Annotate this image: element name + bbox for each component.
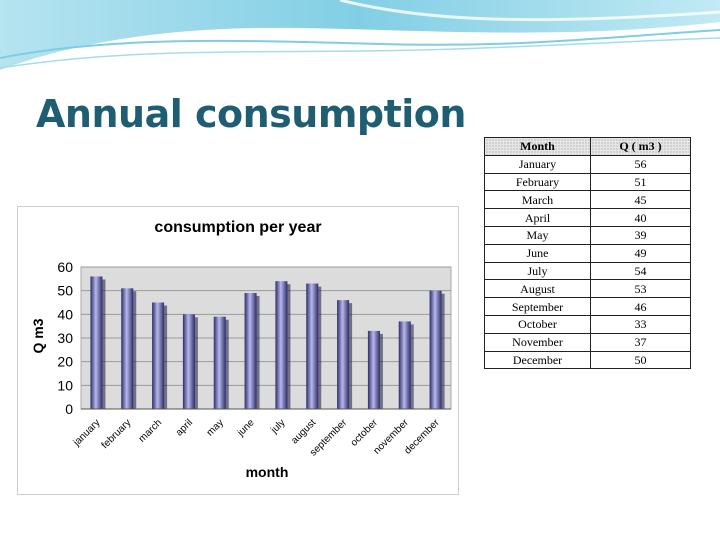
- bar-chart: consumption per year Q m3 month 0 10 20 30 4…: [17, 206, 459, 495]
- quantity-cell: 33: [590, 314, 691, 334]
- y-axis-label: Q m3: [30, 318, 46, 353]
- chart-canvas: consumption per year Q m3 month 0 10 20 30 4…: [30, 219, 452, 480]
- y-tick-label: 60: [57, 259, 73, 275]
- slide-title: Annual consumption: [36, 92, 466, 136]
- quantity-cell: 46: [590, 297, 691, 316]
- table-header-row: Month Q ( m3 ): [484, 137, 691, 156]
- bar-may: [213, 316, 226, 409]
- header-quantity: Q ( m3 ): [590, 137, 691, 156]
- quantity-cell: 40: [590, 208, 691, 227]
- month-cell: November: [484, 332, 591, 352]
- month-cell: May: [484, 225, 591, 245]
- quantity-cell: 45: [590, 190, 691, 210]
- month-cell: December: [484, 350, 591, 370]
- header-month: Month: [484, 137, 591, 156]
- table-row: January 56: [484, 154, 691, 174]
- quantity-cell: 39: [590, 225, 691, 245]
- month-cell: March: [484, 190, 591, 210]
- x-tick-label: march: [137, 417, 164, 444]
- bar-august: [306, 283, 319, 409]
- x-tick-label: july: [268, 417, 287, 436]
- x-axis-label: month: [246, 464, 289, 480]
- month-cell: June: [484, 243, 591, 263]
- table-row: March 45: [484, 190, 691, 210]
- quantity-cell: 56: [590, 154, 691, 174]
- y-tick-label: 20: [57, 354, 73, 370]
- bar-march: [152, 302, 165, 409]
- y-tick-label: 0: [65, 401, 73, 417]
- table-row: June 49: [484, 243, 691, 263]
- month-cell: August: [484, 279, 591, 299]
- table-row: October 33: [484, 314, 691, 334]
- y-tick-label: 10: [57, 377, 73, 393]
- table-row: November 37: [484, 332, 691, 352]
- chart-title: consumption per year: [154, 219, 321, 236]
- table-row: December 50: [484, 350, 691, 370]
- bar-february: [121, 288, 134, 409]
- bar-april: [182, 314, 195, 409]
- y-tick-label: 50: [57, 283, 73, 299]
- table-row: August 53: [484, 279, 691, 299]
- table-row: April 40: [484, 208, 691, 227]
- bar-october: [367, 330, 380, 409]
- month-cell: July: [484, 261, 591, 281]
- quantity-cell: 53: [590, 279, 691, 299]
- table-row: May 39: [484, 225, 691, 245]
- consumption-table: Month Q ( m3 ) January 56 February 51 March 4…: [484, 137, 691, 370]
- x-tick-label: january: [71, 417, 103, 449]
- bar-june: [244, 293, 257, 409]
- x-tick-label: june: [235, 417, 257, 439]
- month-cell: February: [484, 172, 591, 192]
- x-tick-label: april: [174, 417, 195, 438]
- bar-november: [398, 321, 411, 409]
- y-tick-label: 30: [57, 330, 73, 346]
- x-tick-label: may: [205, 417, 226, 438]
- x-tick-label: august: [289, 417, 318, 446]
- quantity-cell: 37: [590, 332, 691, 352]
- month-cell: October: [484, 314, 591, 334]
- quantity-cell: 54: [590, 261, 691, 281]
- header-wave-banner: [0, 0, 720, 70]
- month-cell: January: [484, 154, 591, 174]
- bar-december: [429, 290, 442, 409]
- quantity-cell: 50: [590, 350, 691, 370]
- table-row: February 51: [484, 172, 691, 192]
- bar-january: [90, 276, 103, 409]
- table-row: September 46: [484, 297, 691, 316]
- table-row: July 54: [484, 261, 691, 281]
- month-cell: April: [484, 208, 591, 227]
- bar-september: [337, 300, 350, 409]
- bar-july: [275, 281, 288, 409]
- x-tick-label: february: [100, 417, 134, 451]
- quantity-cell: 49: [590, 243, 691, 263]
- month-cell: September: [484, 297, 591, 316]
- quantity-cell: 51: [590, 172, 691, 192]
- y-tick-label: 40: [57, 306, 73, 322]
